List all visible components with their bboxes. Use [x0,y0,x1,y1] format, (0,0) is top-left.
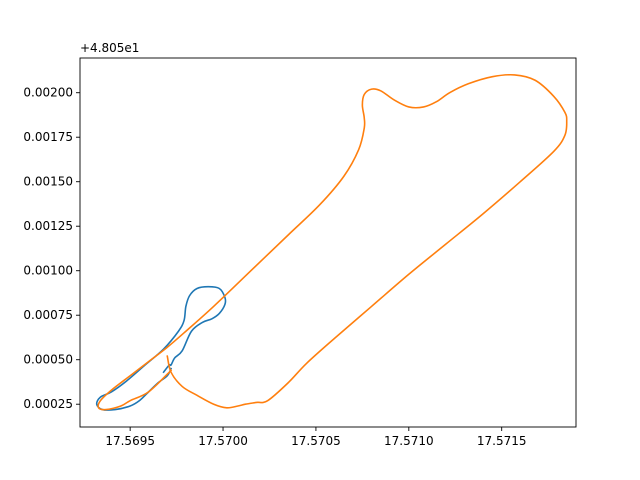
series-line-1 [95,285,227,411]
x-tick-label: 17.5710 [384,434,434,448]
y-tick-label: 0.00150 [23,175,73,189]
y-tick-label: 0.00200 [23,86,73,100]
x-tick-label: 17.5705 [291,434,341,448]
plot-frame [79,57,577,428]
y-tick-label: 0.00075 [23,308,73,322]
y-tick-label: 0.00050 [23,353,73,367]
x-tick-label: 17.5700 [198,434,248,448]
y-tick-label: 0.00025 [23,397,73,411]
series-line-2 [97,73,568,411]
y-offset-label: +4.805e1 [80,41,139,55]
axes: 17.5695 17.5700 17.5705 17.5710 17.5715 0.000… [23,57,577,448]
x-tick-label: 17.5695 [105,434,155,448]
y-tick-label: 0.00100 [23,264,73,278]
series-layer [95,73,568,411]
x-tick-label: 17.5715 [477,434,527,448]
y-tick-label: 0.00175 [23,130,73,144]
y-tick-label: 0.00125 [23,219,73,233]
